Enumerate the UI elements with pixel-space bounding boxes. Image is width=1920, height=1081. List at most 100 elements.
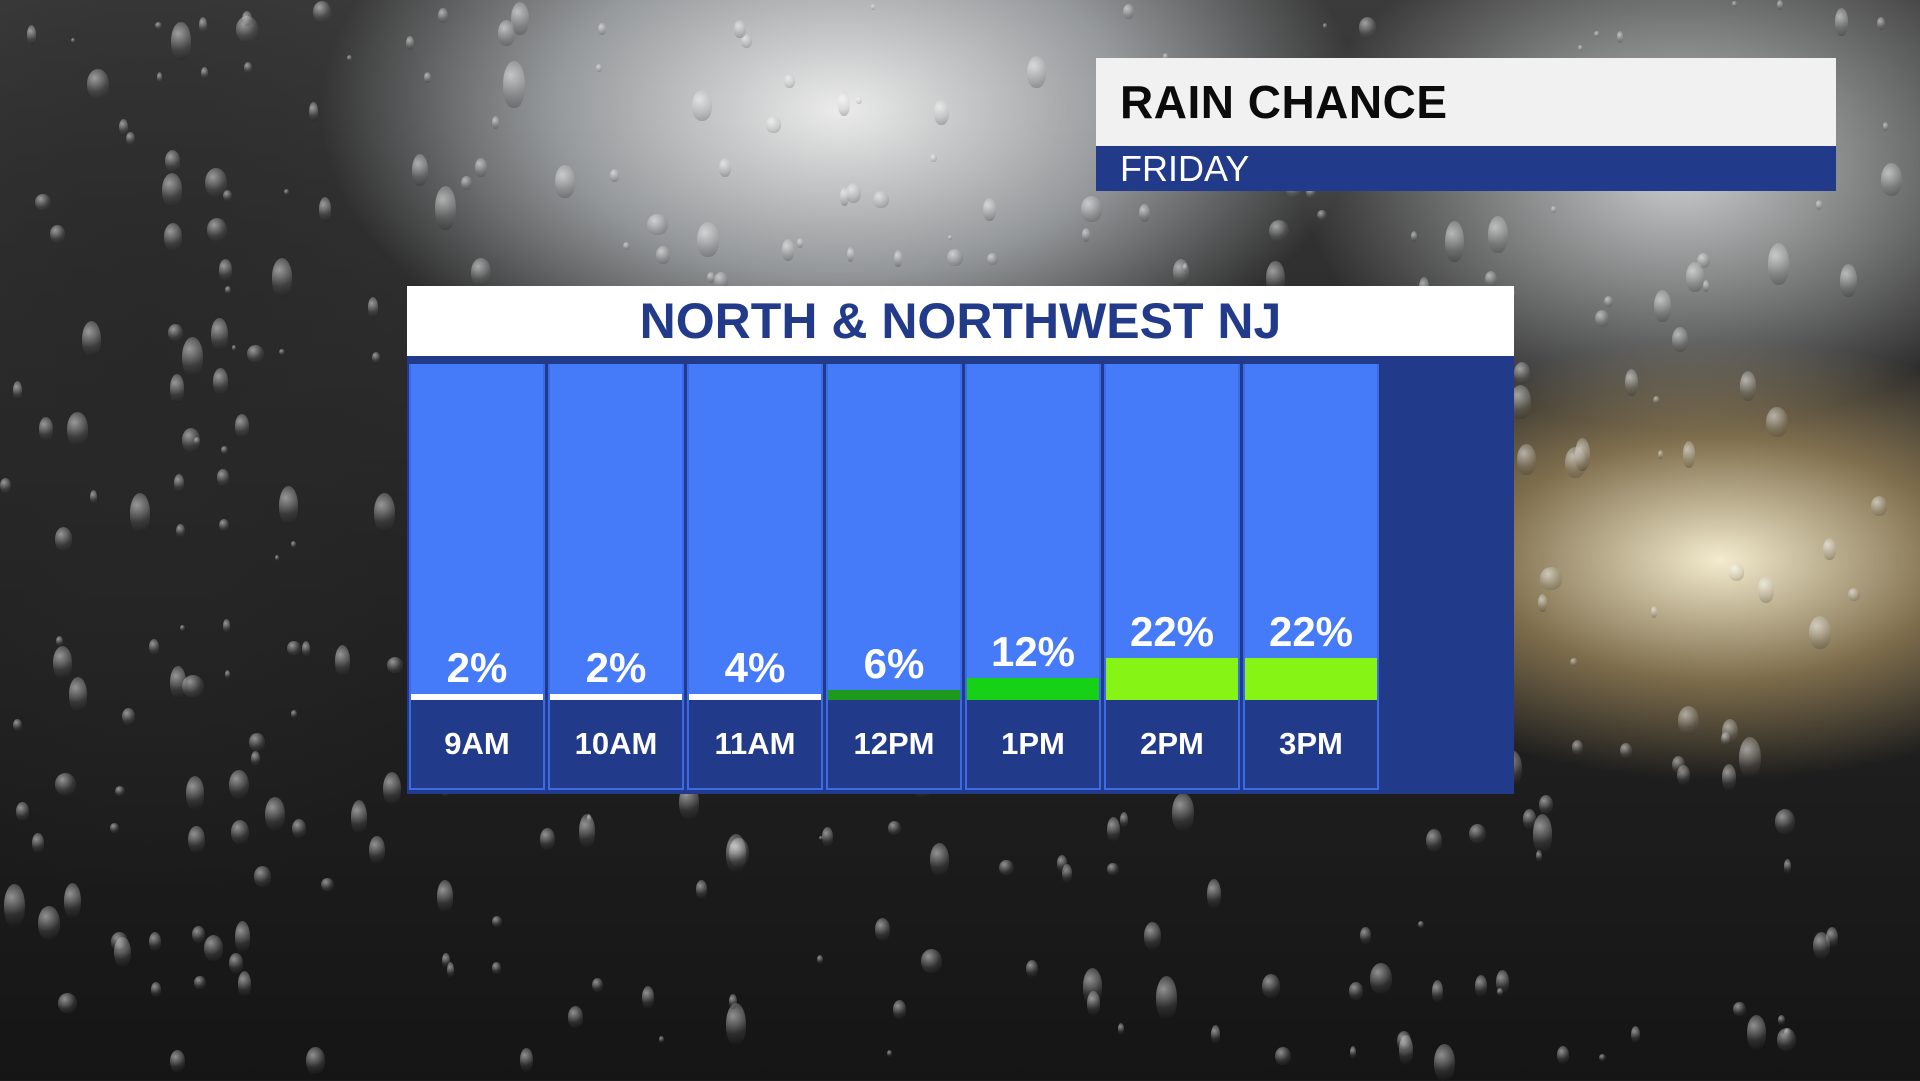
raindrop	[1517, 444, 1537, 476]
raindrop	[579, 814, 596, 849]
raindrop	[568, 1006, 584, 1029]
raindrop	[16, 802, 29, 821]
raindrop	[176, 524, 185, 538]
raindrop	[369, 836, 385, 864]
raindrop	[182, 428, 200, 452]
raindrop	[893, 1000, 906, 1020]
raindrop	[201, 67, 208, 79]
raindrop	[186, 776, 205, 810]
raindrop	[351, 800, 368, 835]
raindrop	[1740, 371, 1757, 402]
raindrop	[1118, 1023, 1125, 1035]
raindrop	[819, 836, 824, 841]
raindrop	[1809, 616, 1831, 649]
raindrop	[540, 828, 555, 850]
raindrop	[696, 880, 708, 899]
hour-label: 9AM	[411, 700, 543, 788]
chart-title: NORTH & NORTHWEST NJ	[407, 286, 1514, 356]
raindrop	[782, 239, 794, 261]
raindrop	[1631, 1026, 1640, 1043]
raindrop	[1081, 196, 1103, 222]
column-background	[1106, 364, 1238, 700]
value-label: 4%	[724, 644, 786, 691]
raindrop	[1658, 450, 1664, 459]
raindrop	[383, 772, 401, 805]
raindrop	[279, 349, 285, 356]
raindrop	[387, 657, 403, 674]
raindrop	[319, 197, 331, 222]
raindrop	[0, 478, 12, 493]
raindrop	[623, 242, 630, 251]
raindrop	[1881, 163, 1903, 196]
raindrop	[67, 412, 89, 447]
raindrop	[1813, 932, 1831, 960]
hour-column: 2% 9AM	[409, 364, 545, 790]
raindrop	[1883, 122, 1888, 132]
raindrop	[888, 821, 901, 836]
raindrop	[1557, 1046, 1570, 1064]
raindrop	[1211, 1025, 1220, 1044]
raindrop	[58, 993, 78, 1013]
raindrop	[1575, 438, 1591, 472]
raindrop	[1826, 927, 1838, 949]
raindrop	[948, 235, 953, 241]
raindrop	[13, 381, 22, 400]
raindrop	[244, 62, 253, 74]
raindrop	[822, 827, 833, 847]
raindrop	[1766, 407, 1788, 438]
raindrop	[659, 1036, 664, 1043]
raindrop	[1370, 963, 1392, 995]
raindrop	[1729, 563, 1745, 582]
raindrop	[734, 20, 746, 38]
raindrop	[642, 986, 655, 1009]
raindrop	[1026, 960, 1038, 978]
raindrop	[149, 639, 159, 655]
raindrop	[223, 619, 230, 633]
raindrop	[447, 962, 455, 978]
raindrop	[873, 191, 889, 209]
column-background	[967, 364, 1099, 700]
raindrop	[1877, 17, 1886, 31]
raindrop	[1057, 855, 1068, 872]
raindrop	[1445, 221, 1464, 263]
raindrop	[170, 374, 184, 403]
raindrop	[302, 641, 311, 657]
raindrop	[921, 949, 943, 973]
raindrop	[64, 883, 82, 920]
raindrop	[840, 187, 849, 207]
raindrop	[437, 880, 453, 913]
raindrop	[291, 710, 297, 718]
raindrop	[219, 519, 229, 532]
raindrop	[1533, 814, 1553, 854]
raindrop	[1120, 812, 1128, 829]
raindrop	[1732, 1, 1737, 7]
rain-chance-bar	[967, 678, 1099, 700]
header-title: RAIN CHANCE	[1096, 58, 1836, 146]
raindrop	[1599, 1054, 1606, 1061]
raindrop	[238, 971, 252, 997]
raindrop	[287, 641, 301, 656]
raindrop	[292, 819, 306, 839]
raindrop	[1625, 369, 1638, 396]
raindrop	[50, 225, 66, 243]
raindrop	[235, 414, 249, 438]
raindrop	[412, 154, 428, 187]
raindrop	[1156, 976, 1178, 1020]
rain-chance-bar	[1106, 658, 1238, 700]
raindrop	[1777, 1028, 1796, 1051]
raindrop	[309, 102, 318, 121]
raindrop	[1536, 850, 1543, 863]
value-label: 2%	[585, 644, 647, 691]
raindrop	[32, 833, 44, 853]
raindrop	[1488, 216, 1509, 254]
column-background	[550, 364, 682, 700]
hour-label: 2PM	[1106, 700, 1238, 788]
raindrop	[1784, 859, 1791, 874]
raindrop	[313, 1, 332, 23]
raindrop	[707, 272, 716, 283]
raindrop	[1733, 1002, 1746, 1016]
raindrop	[35, 194, 51, 210]
raindrop	[726, 1003, 746, 1046]
raindrop	[766, 116, 782, 133]
raindrop	[27, 25, 37, 46]
